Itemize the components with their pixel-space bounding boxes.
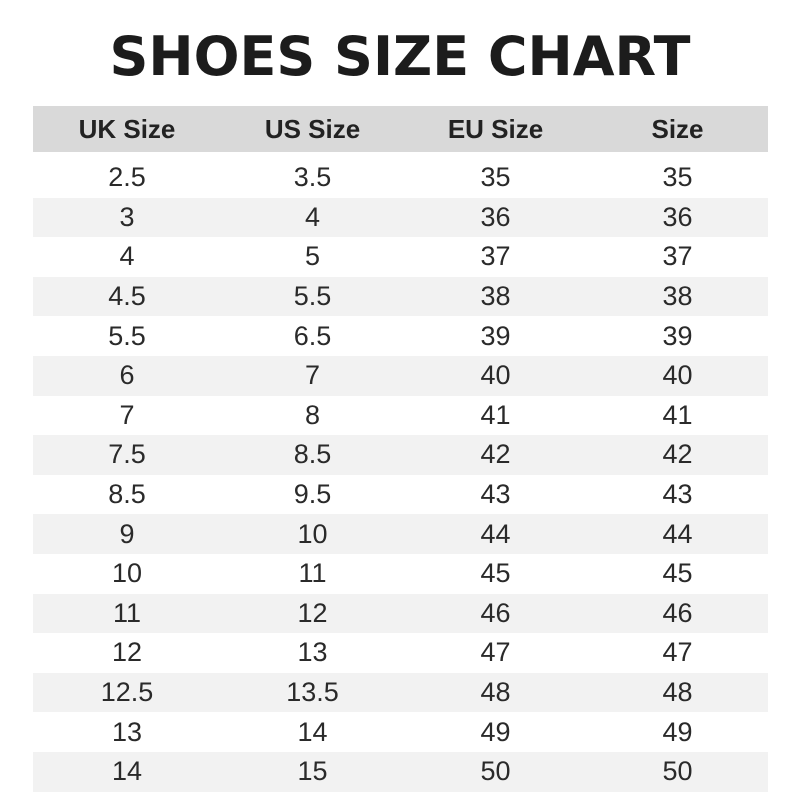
- table-cell: 5: [304, 241, 321, 272]
- table-cell: 7: [304, 360, 321, 391]
- table-cell: 9.5: [293, 479, 332, 510]
- table-cell: 45: [480, 558, 511, 589]
- table-row: 2.5 3.5 35 35: [33, 158, 768, 198]
- table-cell: 36: [662, 201, 693, 232]
- table-cell: 49: [480, 716, 511, 747]
- table-cell: 12.5: [100, 677, 154, 708]
- table-cell: 46: [662, 597, 693, 628]
- table-row: 13 14 49 49: [33, 712, 768, 752]
- table-row: 12.5 13.5 48 48: [33, 672, 768, 713]
- table-cell: 37: [662, 241, 693, 272]
- header-size: Size: [651, 113, 704, 144]
- table-cell: 35: [480, 162, 511, 193]
- table-cell: 40: [662, 360, 693, 391]
- table-cell: 40: [480, 360, 511, 391]
- table-cell: 8.5: [293, 439, 332, 470]
- table-cell: 50: [662, 756, 693, 787]
- table-cell: 4: [304, 201, 321, 232]
- table-cell: 14: [297, 716, 328, 747]
- table-row: 4.5 5.5 38 38: [33, 276, 768, 317]
- table-cell: 43: [662, 479, 693, 510]
- table-cell: 39: [662, 320, 693, 351]
- table-row: 5.5 6.5 39 39: [33, 316, 768, 356]
- table-row: 4 5 37 37: [33, 237, 768, 277]
- table-cell: 41: [662, 399, 693, 430]
- table-cell: 14: [111, 756, 143, 787]
- table-cell: 10: [111, 558, 143, 589]
- table-cell: 12: [111, 637, 143, 668]
- table-cell: 37: [480, 241, 511, 272]
- table-cell: 38: [480, 281, 511, 312]
- table-cell: 11: [112, 597, 142, 628]
- table-cell: 13: [297, 637, 328, 668]
- size-table: UK Size US Size EU Size Size 2.5 3.5 35 35 3…: [33, 106, 768, 792]
- table-row: 3 4 36 36: [33, 197, 768, 238]
- table-cell: 47: [662, 637, 693, 668]
- table-cell: 12: [297, 597, 328, 628]
- table-row: 8.5 9.5 43 43: [33, 475, 768, 515]
- table-cell: 11: [298, 558, 327, 589]
- table-cell: 7: [119, 399, 135, 430]
- table-row: 14 15 50 50: [33, 751, 768, 792]
- table-row: 6 7 40 40: [33, 355, 768, 396]
- table-cell: 8.5: [108, 479, 146, 510]
- table-cell: 9: [119, 518, 135, 549]
- table-cell: 48: [662, 677, 693, 708]
- table-cell: 3.5: [293, 162, 332, 193]
- table-cell: 13.5: [286, 677, 339, 708]
- table-cell: 38: [662, 281, 693, 312]
- table-cell: 36: [480, 201, 511, 232]
- table-cell: 5.5: [293, 281, 332, 312]
- header-us-size: US Size: [264, 113, 361, 144]
- table-cell: 7.5: [108, 439, 146, 470]
- table-row: 9 10 44 44: [33, 514, 768, 554]
- table-cell: 13: [111, 716, 143, 747]
- table-cell: 49: [662, 716, 693, 747]
- table-cell: 44: [480, 518, 511, 549]
- table-cell: 15: [297, 756, 328, 787]
- table-row: 10 11 45 45: [33, 554, 768, 594]
- table-cell: 42: [662, 439, 693, 470]
- table-cell: 6: [119, 360, 135, 391]
- table-cell: 45: [662, 558, 693, 589]
- table-cell: 39: [480, 320, 511, 351]
- table-cell: 50: [480, 756, 511, 787]
- table-row: 12 13 47 47: [33, 633, 768, 673]
- table-cell: 42: [480, 439, 511, 470]
- table-cell: 41: [480, 399, 511, 430]
- table-cell: 35: [662, 162, 693, 193]
- table-body: 2.5 3.5 35 35 3 4 36 36 4 5 37 37 4.5 5.5 38 38 5.5 6.5 39…: [33, 158, 768, 792]
- table-row: 7.5 8.5 42 42: [33, 435, 768, 475]
- table-cell: 8: [304, 399, 321, 430]
- table-cell: 2.5: [108, 162, 146, 193]
- table-header: UK Size US Size EU Size Size: [33, 106, 768, 152]
- table-cell: 10: [297, 518, 328, 549]
- table-cell: 5.5: [108, 320, 146, 351]
- table-cell: 6.5: [293, 320, 332, 351]
- table-cell: 3: [119, 201, 135, 232]
- table-cell: 4.5: [108, 281, 146, 312]
- header-uk-size: UK Size: [78, 113, 176, 144]
- page-title: SHOES SIZE CHART: [109, 25, 691, 88]
- table-cell: 4: [119, 241, 135, 272]
- table-row: 11 12 46 46: [33, 593, 768, 634]
- header-eu-size: EU Size: [447, 113, 544, 144]
- table-cell: 47: [480, 637, 511, 668]
- table-row: 7 8 41 41: [33, 396, 768, 436]
- table-cell: 48: [480, 677, 511, 708]
- table-cell: 46: [480, 597, 511, 628]
- table-cell: 44: [662, 518, 693, 549]
- table-cell: 43: [480, 479, 511, 510]
